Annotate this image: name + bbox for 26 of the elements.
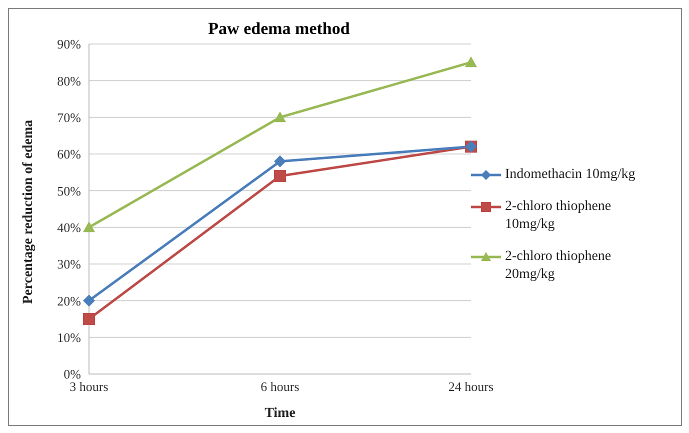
point [83, 294, 95, 307]
y-tick-label: 30% [57, 256, 82, 272]
x-tick-label: 24 hours [448, 379, 494, 394]
y-tick-label: 0% [64, 366, 82, 382]
point [274, 155, 286, 168]
point [274, 170, 286, 182]
y-tick-label: 90% [57, 36, 82, 52]
legend-label: 2-chloro thiophene 20mg/kg [505, 248, 612, 284]
y-tick-label: 60% [57, 146, 82, 162]
legend-label: Indomethacin 10mg/kg [505, 166, 636, 184]
point [83, 313, 95, 325]
x-tick-label: 3 hours [70, 379, 108, 394]
y-tick-label: 10% [57, 330, 82, 345]
y-tick-label: 70% [57, 110, 82, 125]
x-axis-title: Time [264, 406, 296, 421]
legend-label: 2-chloro thiophene 10mg/kg [505, 198, 612, 234]
point [274, 111, 286, 122]
chart-title: Paw edema method [208, 19, 350, 38]
x-tick-label: 6 hours [260, 379, 300, 394]
point [83, 221, 95, 232]
y-tick-label: 50% [57, 183, 82, 198]
point [465, 56, 477, 68]
y-axis-title: Percentage reduction of edema [20, 120, 36, 304]
y-tick-label: 40% [57, 220, 82, 235]
y-tick-label: 80% [57, 73, 82, 88]
y-tick-label: 20% [57, 293, 82, 308]
